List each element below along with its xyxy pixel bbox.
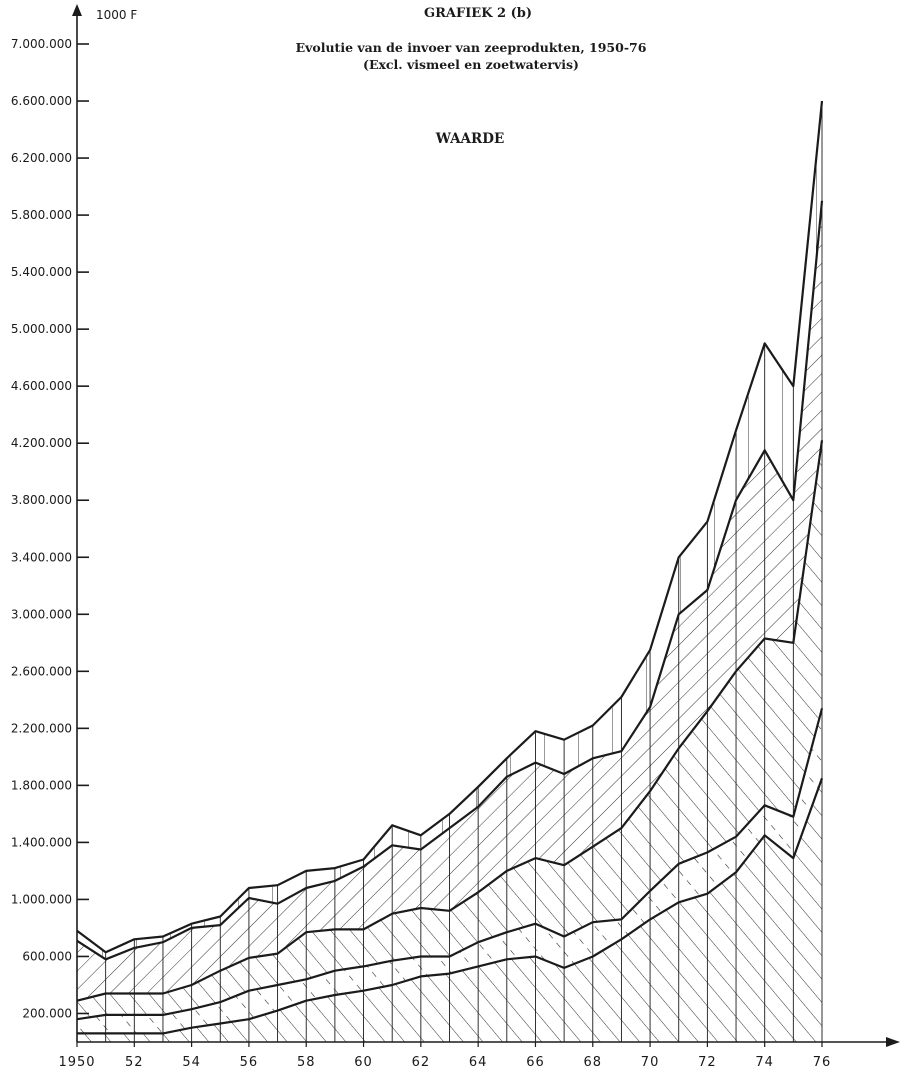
y-tick-label: 2.600.000 xyxy=(11,664,72,678)
x-tick-label: 62 xyxy=(412,1055,431,1070)
y-tick-label: 7.000.000 xyxy=(11,37,72,51)
x-tick-label: 64 xyxy=(469,1055,488,1070)
y-tick-label: 6.200.000 xyxy=(11,151,72,165)
band-3 xyxy=(77,440,822,1020)
y-tick-label: 1.400.000 xyxy=(11,835,72,849)
chart-subtitle-line1: Evolutie van de invoer van zeeprodukten,… xyxy=(296,40,647,55)
x-tick-label: 68 xyxy=(583,1055,602,1070)
y-tick-label: 5.800.000 xyxy=(11,208,72,222)
y-tick-label: 4.600.000 xyxy=(11,379,72,393)
y-tick-label: 3.400.000 xyxy=(11,550,72,564)
series-outlines xyxy=(76,100,824,1035)
y-tick-label: 4.200.000 xyxy=(11,436,72,450)
x-tick-label: 54 xyxy=(182,1055,201,1070)
y-tick-label: 1.000.000 xyxy=(11,892,72,906)
series-line-5 xyxy=(76,100,824,954)
x-ticks: 1950 52 54 56 58 60 62 64 66 68 70 72 74 76 xyxy=(58,1042,832,1070)
y-tick-label: 6.600.000 xyxy=(11,94,72,108)
series-line-4 xyxy=(76,200,824,961)
y-ticks: 200.000 600.000 1.000.000 1.400.000 1.800.00… xyxy=(11,37,89,1020)
x-axis-arrow xyxy=(886,1037,900,1047)
series-line-1 xyxy=(77,777,824,1035)
chart-subtitle-line2: (Excl. vismeel en zoetwatervis) xyxy=(363,57,579,72)
x-tick-label: 60 xyxy=(354,1055,373,1070)
y-tick-label: 5.000.000 xyxy=(11,322,72,336)
x-tick-label: 58 xyxy=(297,1055,316,1070)
unit-label: 1000 F xyxy=(96,8,137,22)
band-4 xyxy=(77,200,822,1001)
chart-title: GRAFIEK 2 (b) xyxy=(424,6,532,21)
y-tick-label: 5.400.000 xyxy=(11,265,72,279)
x-tick-label: 52 xyxy=(125,1055,144,1070)
y-tick-label: 2.200.000 xyxy=(11,721,72,735)
series-line-3 xyxy=(76,440,824,1002)
year-grid-lines xyxy=(76,101,823,1042)
x-tick-label: 66 xyxy=(526,1055,545,1070)
y-tick-label: 200.000 xyxy=(22,1006,72,1020)
y-tick-label: 3.800.000 xyxy=(11,493,72,507)
y-tick-label: 600.000 xyxy=(22,949,72,963)
series-line-2 xyxy=(76,708,824,1021)
y-tick-label: 1.800.000 xyxy=(11,778,72,792)
x-tick-label: 72 xyxy=(698,1055,717,1070)
y-tick-label: 3.000.000 xyxy=(11,607,72,621)
y-axis-arrow xyxy=(72,4,82,16)
x-tick-label: 56 xyxy=(240,1055,259,1070)
x-tick-label: 76 xyxy=(813,1055,832,1070)
section-label: WAARDE xyxy=(435,131,504,147)
x-tick-label: 74 xyxy=(755,1055,774,1070)
x-tick-label: 70 xyxy=(641,1055,660,1070)
x-tick-label: 1950 xyxy=(58,1055,95,1070)
band-1 xyxy=(77,778,822,1042)
